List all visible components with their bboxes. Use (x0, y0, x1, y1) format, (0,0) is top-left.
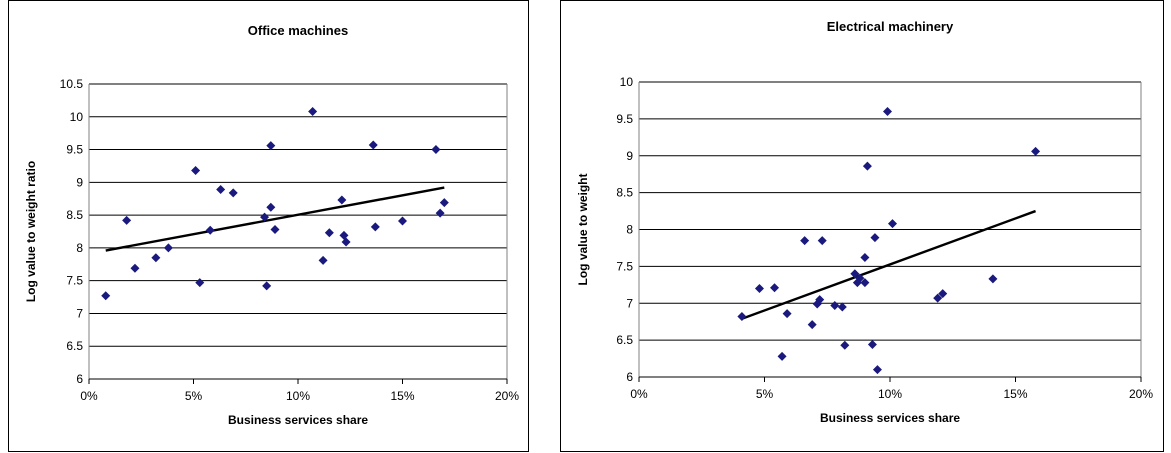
chart-1-data-point (938, 289, 948, 299)
chart-1-data-point (770, 283, 780, 293)
chart-1-data-point (888, 219, 898, 229)
chart-1-data-point (830, 300, 840, 310)
chart-0-y-tick-label: 10.5 (60, 77, 84, 91)
chart-0-y-tick-label: 7 (76, 306, 83, 320)
chart-1-x-tick-label: 10% (878, 387, 902, 401)
chart-1-data-point (860, 253, 870, 263)
chart-0-data-point (439, 198, 449, 208)
chart-1-data-point (988, 274, 998, 284)
chart-0-y-tick-label: 9.5 (66, 143, 83, 157)
chart-0-data-point (370, 222, 380, 232)
chart-1-x-tick-label: 15% (1003, 387, 1027, 401)
chart-0-y-tick-label: 8.5 (66, 208, 83, 222)
chart-0-data-point (266, 141, 276, 151)
chart-0-data-point (431, 145, 441, 155)
chart-1-trendline (741, 209, 1036, 320)
chart-1-data-point (872, 365, 882, 375)
chart-1-y-tick-label: 8 (626, 223, 633, 237)
chart-1-y-tick-label: 7 (626, 296, 633, 310)
chart-1-data-point (800, 236, 810, 246)
chart-0-data-point (191, 166, 201, 176)
chart-0-data-point (130, 263, 140, 273)
chart-0-data-point (101, 291, 111, 301)
chart-1-y-axis-label: Log value to weight (576, 173, 590, 285)
chart-0-y-tick-label: 9 (76, 175, 83, 189)
chart-1-data-point (870, 233, 880, 243)
chart-0-x-tick-label: 5% (185, 389, 203, 403)
chart-0-x-axis-label: Business services share (228, 413, 368, 427)
chart-1-data-point (867, 340, 877, 350)
chart-0-data-point (398, 216, 407, 226)
chart-1-y-tick-label: 7.5 (616, 259, 633, 273)
chart-0-data-point (266, 202, 276, 212)
chart-0-data-point (435, 208, 445, 218)
chart-1-data-point (860, 278, 870, 288)
chart-0-y-tick-label: 6.5 (66, 339, 83, 353)
chart-1-y-tick-label: 9 (626, 149, 633, 163)
chart-1-data-point (815, 295, 825, 305)
chart-1-data-point (1031, 146, 1041, 156)
chart-0-trendline (105, 186, 445, 252)
chart-0-data-point (195, 278, 205, 288)
chart-0-data-point (122, 215, 132, 225)
chart-1-data-point (737, 312, 747, 322)
chart-0-data-point (308, 107, 318, 117)
chart-0-y-tick-label: 7.5 (66, 274, 83, 288)
chart-electrical-machinery: Electrical machinery 6 6.5 7 7.5 8 8.5 9 9.5 10 0%… (560, 0, 1164, 452)
chart-office-machines: Office machines 6 6.5 7 7.5 8 8.5 9 9.5 10 10.5 0% 5… (8, 0, 529, 452)
chart-1-y-tick-label: 10 (620, 75, 634, 89)
chart-1-x-tick-label: 5% (756, 387, 774, 401)
chart-0-data-point (270, 225, 280, 235)
chart-1-title: Electrical machinery (827, 19, 954, 34)
chart-1-x-axis-label: Business services share (820, 411, 960, 425)
chart-1-data-point (777, 351, 787, 361)
chart-0-title: Office machines (248, 23, 348, 38)
chart-0-data-point (216, 185, 226, 195)
chart-0-data-point (151, 253, 161, 263)
chart-0-data-point (163, 243, 173, 253)
chart-0-y-tick-label: 10 (70, 110, 84, 124)
chart-1-data-point (862, 161, 872, 171)
chart-0-y-tick-label: 6 (76, 372, 83, 386)
chart-1-y-tick-label: 6 (626, 370, 633, 384)
chart-1-x-tick-label: 0% (630, 387, 648, 401)
chart-0-x-tick-label: 10% (286, 389, 310, 403)
chart-1-data-point (882, 107, 892, 116)
chart-1-data-point (807, 320, 817, 330)
chart-0-data-point (341, 237, 351, 247)
chart-0-data-point (205, 225, 215, 235)
chart-0-y-axis-label: Log value to weight ratio (24, 161, 38, 302)
chart-1-y-tick-label: 9.5 (616, 112, 633, 126)
chart-0-data-point (262, 281, 272, 291)
chart-1-data-point (933, 293, 943, 303)
chart-1-data-point (837, 302, 847, 312)
chart-1-data-point (782, 309, 792, 319)
chart-1-data-point (850, 269, 860, 279)
chart-0-data-point (368, 140, 378, 150)
chart-0-y-tick-label: 8 (76, 241, 83, 255)
chart-0-data-point (324, 228, 334, 238)
chart-1-y-tick-label: 8.5 (616, 186, 633, 200)
chart-0-x-tick-label: 15% (390, 389, 414, 403)
chart-0-data-point (318, 255, 328, 265)
chart-0-data-point (228, 188, 238, 198)
chart-0-x-tick-label: 20% (495, 389, 519, 403)
chart-1-data-point (817, 236, 827, 246)
chart-0-data-point (260, 212, 270, 222)
chart-1-data-point (840, 340, 850, 350)
chart-1-y-tick-label: 6.5 (616, 333, 633, 347)
chart-0-x-tick-label: 0% (80, 389, 98, 403)
chart-0-data-point (337, 195, 347, 205)
chart-1-x-tick-label: 20% (1129, 387, 1153, 401)
chart-office-machines-svg: Office machines 6 6.5 7 7.5 8 8.5 9 9.5 10 10.5 0% 5… (24, 23, 519, 427)
chart-1-data-point (855, 273, 865, 283)
chart-electrical-machinery-svg: Electrical machinery 6 6.5 7 7.5 8 8.5 9 9.5 10 0%… (576, 19, 1153, 425)
chart-1-data-point (754, 284, 764, 293)
